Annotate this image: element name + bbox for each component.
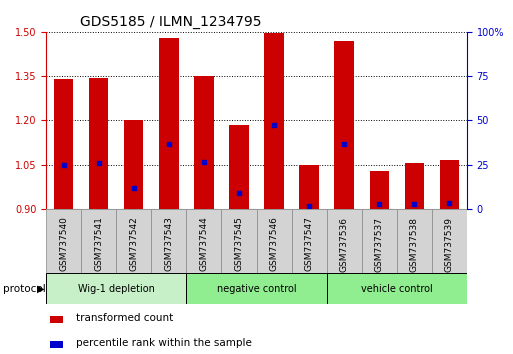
FancyBboxPatch shape [186,273,327,304]
FancyBboxPatch shape [116,209,151,273]
Bar [124,120,144,209]
Text: ▶: ▶ [37,284,45,293]
FancyBboxPatch shape [46,273,186,304]
Bar [369,171,389,209]
FancyBboxPatch shape [362,209,397,273]
FancyBboxPatch shape [46,209,81,273]
FancyBboxPatch shape [81,209,116,273]
Text: GSM737542: GSM737542 [129,217,139,271]
Text: vehicle control: vehicle control [361,284,432,293]
FancyBboxPatch shape [222,209,256,273]
Text: GDS5185 / ILMN_1234795: GDS5185 / ILMN_1234795 [80,16,261,29]
Text: GSM737538: GSM737538 [410,217,419,272]
Text: protocol: protocol [3,284,45,293]
Bar [264,33,284,209]
FancyBboxPatch shape [432,209,467,273]
Text: GSM737540: GSM737540 [59,217,68,272]
Text: Wig-1 depletion: Wig-1 depletion [78,284,155,293]
Text: GSM737547: GSM737547 [305,217,313,272]
Bar [54,79,73,209]
Bar [194,76,213,209]
FancyBboxPatch shape [186,209,222,273]
Text: GSM737536: GSM737536 [340,217,349,272]
Bar [50,316,63,323]
Text: GSM737537: GSM737537 [374,217,384,272]
Bar [334,41,354,209]
Text: negative control: negative control [216,284,297,293]
FancyBboxPatch shape [291,209,327,273]
Text: transformed count: transformed count [75,313,173,323]
Bar [89,78,108,209]
Text: GSM737539: GSM737539 [445,217,454,272]
Bar [440,160,459,209]
FancyBboxPatch shape [151,209,186,273]
Text: percentile rank within the sample: percentile rank within the sample [75,338,251,348]
Bar [229,125,249,209]
FancyBboxPatch shape [327,209,362,273]
Bar [159,38,179,209]
Text: GSM737546: GSM737546 [269,217,279,272]
Text: GSM737545: GSM737545 [234,217,244,272]
FancyBboxPatch shape [256,209,291,273]
Bar [50,341,63,348]
Bar [405,163,424,209]
FancyBboxPatch shape [327,273,467,304]
FancyBboxPatch shape [397,209,432,273]
Text: GSM737543: GSM737543 [164,217,173,272]
Bar [300,166,319,209]
Text: GSM737544: GSM737544 [200,217,208,271]
Text: GSM737541: GSM737541 [94,217,103,272]
